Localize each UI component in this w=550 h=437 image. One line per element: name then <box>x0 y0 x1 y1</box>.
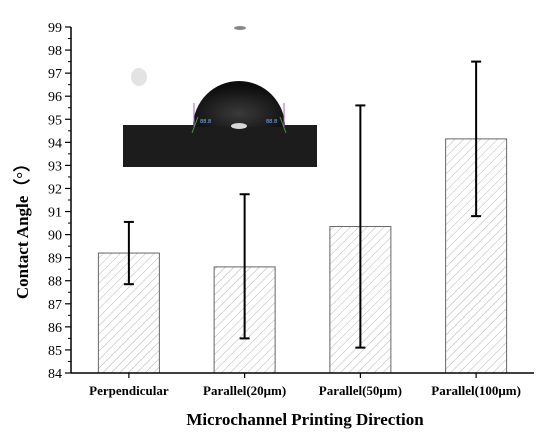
y-tick-label: 93 <box>48 159 62 174</box>
inset-annotation-left: 88.8 <box>200 119 211 125</box>
y-tick-label: 86 <box>48 321 62 336</box>
y-tick-label: 97 <box>48 67 62 82</box>
y-tick-label: 89 <box>48 252 62 267</box>
y-tick-label: 90 <box>48 229 62 244</box>
x-category-label: Parallel(50μm) <box>319 383 402 398</box>
y-tick-label: 92 <box>48 182 62 197</box>
droplet-inset-photo: 88.8 88.8 <box>123 26 317 167</box>
y-axis-title: Contact Angle（°） <box>12 155 32 299</box>
y-tick-label: 96 <box>48 90 62 105</box>
x-category-label: Perpendicular <box>89 383 169 398</box>
y-tick-label: 95 <box>48 113 62 128</box>
y-tick-label: 99 <box>48 21 62 36</box>
y-tick-label: 87 <box>48 298 62 313</box>
y-tick-label: 88 <box>48 275 62 290</box>
x-axis-title: Microchannel Printing Direction <box>186 410 424 429</box>
y-tick-label: 85 <box>48 344 62 359</box>
x-category-label: Parallel(100μm) <box>431 383 521 398</box>
inset-annotation-right: 88.8 <box>266 119 277 125</box>
y-tick-label: 94 <box>48 136 62 151</box>
y-tick-label: 91 <box>48 206 62 221</box>
y-tick-label: 84 <box>48 367 62 382</box>
x-category-label: Parallel(20μm) <box>203 383 286 398</box>
y-tick-label: 98 <box>48 44 62 59</box>
